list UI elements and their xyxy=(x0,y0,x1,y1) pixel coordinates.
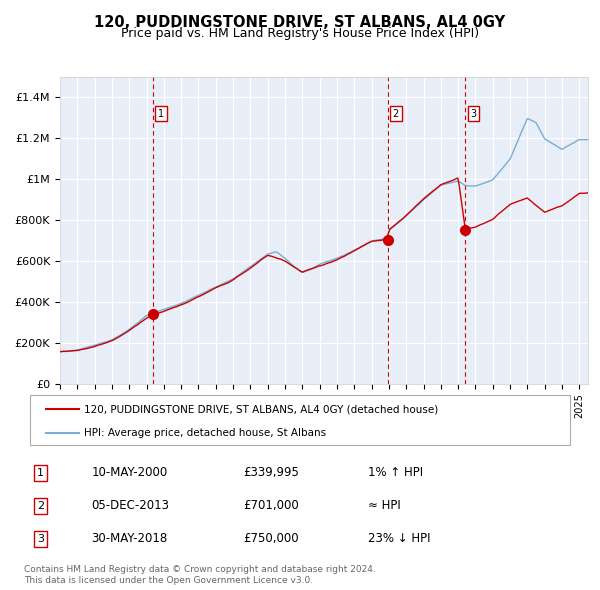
Text: HPI: Average price, detached house, St Albans: HPI: Average price, detached house, St A… xyxy=(84,428,326,438)
Text: 23% ↓ HPI: 23% ↓ HPI xyxy=(368,532,430,546)
Text: £701,000: £701,000 xyxy=(244,499,299,513)
FancyBboxPatch shape xyxy=(30,395,570,445)
Text: £339,995: £339,995 xyxy=(244,466,299,480)
Text: 1: 1 xyxy=(158,109,164,119)
Text: 10-MAY-2000: 10-MAY-2000 xyxy=(91,466,167,480)
Text: ≈ HPI: ≈ HPI xyxy=(368,499,400,513)
Text: £750,000: £750,000 xyxy=(244,532,299,546)
Text: Contains HM Land Registry data © Crown copyright and database right 2024.
This d: Contains HM Land Registry data © Crown c… xyxy=(24,565,376,585)
Text: 05-DEC-2013: 05-DEC-2013 xyxy=(91,499,169,513)
Text: 120, PUDDINGSTONE DRIVE, ST ALBANS, AL4 0GY (detached house): 120, PUDDINGSTONE DRIVE, ST ALBANS, AL4 … xyxy=(84,404,438,414)
Text: 2: 2 xyxy=(393,109,399,119)
Text: 3: 3 xyxy=(470,109,476,119)
Text: Price paid vs. HM Land Registry's House Price Index (HPI): Price paid vs. HM Land Registry's House … xyxy=(121,27,479,40)
Text: 1% ↑ HPI: 1% ↑ HPI xyxy=(368,466,423,480)
Text: 3: 3 xyxy=(37,534,44,544)
Text: 1: 1 xyxy=(37,468,44,478)
Text: 120, PUDDINGSTONE DRIVE, ST ALBANS, AL4 0GY: 120, PUDDINGSTONE DRIVE, ST ALBANS, AL4 … xyxy=(94,15,506,30)
Text: 2: 2 xyxy=(37,501,44,511)
Text: 30-MAY-2018: 30-MAY-2018 xyxy=(91,532,167,546)
